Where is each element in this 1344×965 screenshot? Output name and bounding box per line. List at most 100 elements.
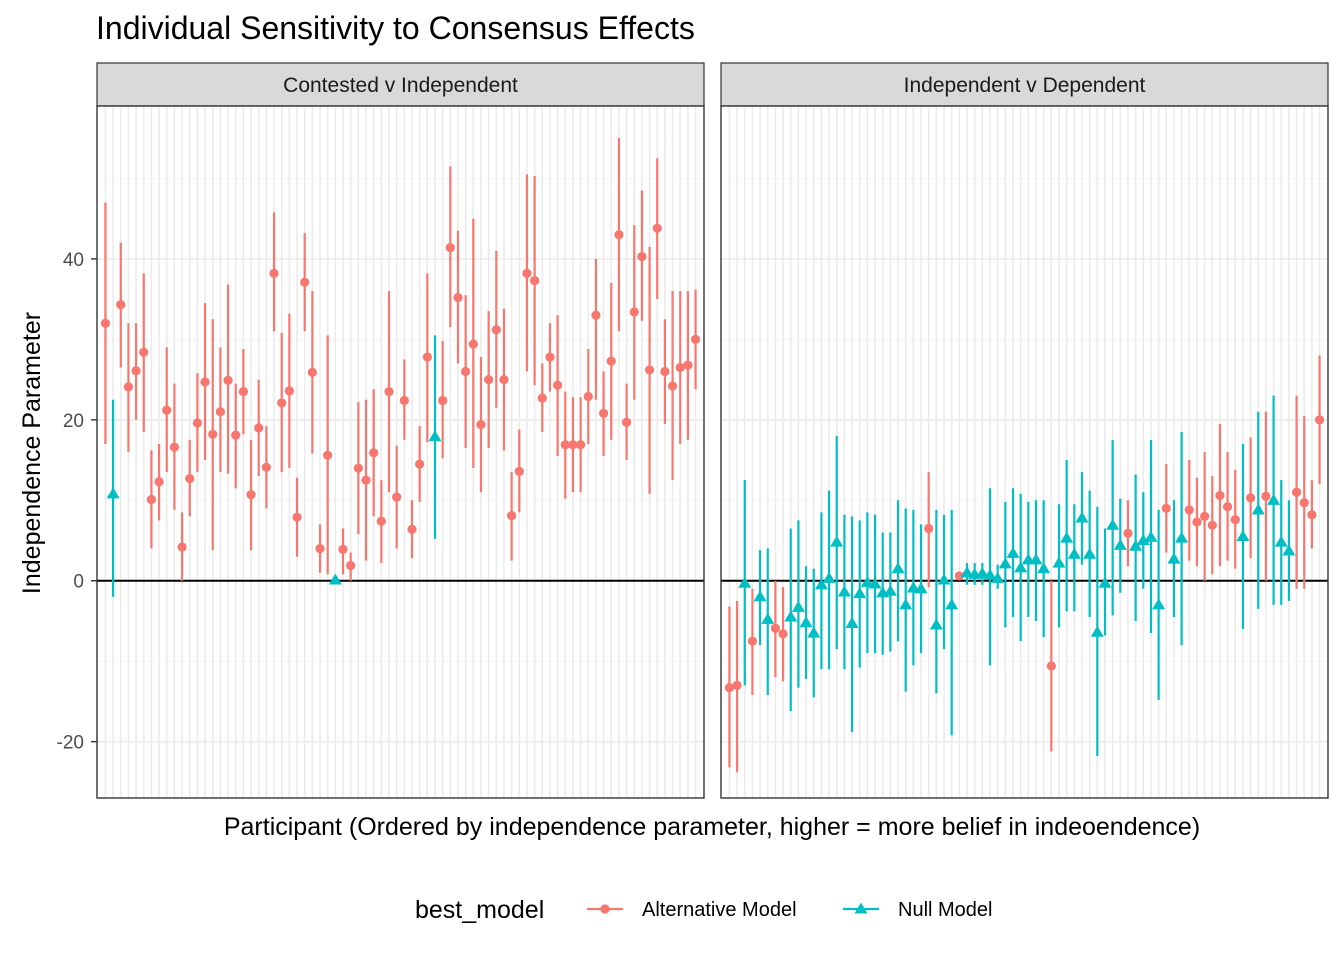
facet-panel-1 xyxy=(96,62,705,799)
data-point xyxy=(1207,520,1217,530)
data-point xyxy=(753,590,767,602)
data-point xyxy=(514,466,524,476)
data-point xyxy=(415,459,425,469)
data-point xyxy=(1314,415,1325,425)
data-point xyxy=(560,440,570,450)
data-point xyxy=(476,420,486,430)
data-point xyxy=(629,307,639,317)
data-point xyxy=(652,223,662,233)
y-tick-label: 0 xyxy=(73,572,84,593)
data-point xyxy=(1090,625,1104,637)
data-point xyxy=(807,626,821,638)
data-point xyxy=(154,477,164,487)
data-point xyxy=(1037,562,1051,574)
data-point xyxy=(606,356,616,366)
y-tick-label: 40 xyxy=(63,250,84,271)
data-point xyxy=(883,584,897,596)
data-point xyxy=(1167,552,1181,564)
panel-border xyxy=(96,105,705,799)
data-point xyxy=(1067,547,1081,559)
data-point xyxy=(499,374,509,385)
data-point xyxy=(860,575,874,587)
data-point xyxy=(484,374,494,385)
data-point xyxy=(328,573,342,585)
data-point xyxy=(428,430,442,442)
data-point xyxy=(254,423,264,433)
legend xyxy=(587,902,879,914)
data-point xyxy=(545,352,555,362)
data-point xyxy=(576,440,586,450)
data-point xyxy=(162,405,172,415)
data-point xyxy=(784,610,798,622)
data-point xyxy=(192,418,203,428)
data-point xyxy=(1144,530,1158,542)
data-point xyxy=(1136,534,1150,546)
data-point xyxy=(215,407,225,417)
data-point xyxy=(491,325,501,335)
data-point xyxy=(906,581,920,593)
panel-background xyxy=(721,106,1328,798)
data-point xyxy=(139,347,149,357)
data-point xyxy=(1014,561,1028,573)
data-point xyxy=(1267,493,1281,505)
legend-label-null: Null Model xyxy=(898,899,992,921)
data-point xyxy=(1274,535,1288,547)
data-point xyxy=(384,387,394,397)
data-point xyxy=(983,568,997,580)
data-point xyxy=(1215,490,1225,501)
data-point xyxy=(445,243,455,253)
data-point xyxy=(637,251,647,262)
legend-key-point-alternative xyxy=(600,904,610,914)
data-point xyxy=(830,535,844,547)
data-point xyxy=(116,300,126,310)
data-point xyxy=(522,268,532,278)
data-point xyxy=(1251,503,1265,515)
data-point xyxy=(269,268,279,278)
data-point xyxy=(598,408,609,418)
data-point xyxy=(1222,502,1233,512)
data-point xyxy=(868,577,882,589)
data-point xyxy=(507,510,517,521)
x-axis-title: Participant (Ordered by independence par… xyxy=(224,813,1200,841)
data-point xyxy=(770,623,781,633)
data-point xyxy=(106,487,120,499)
data-point xyxy=(1075,511,1089,523)
data-point xyxy=(1113,538,1127,550)
facet-strip-label-contested: Contested v Independent xyxy=(283,74,518,97)
data-point xyxy=(1236,529,1250,542)
data-point xyxy=(667,381,678,391)
data-point xyxy=(169,442,180,452)
data-point xyxy=(924,523,934,534)
data-point xyxy=(223,375,233,385)
data-point xyxy=(208,429,218,439)
data-point xyxy=(975,567,989,579)
data-point xyxy=(1230,514,1240,525)
data-point xyxy=(738,576,752,588)
y-tick-label: 20 xyxy=(63,411,84,432)
facet-panel-2 xyxy=(720,62,1329,799)
data-point xyxy=(292,512,302,522)
data-point xyxy=(1184,505,1194,515)
data-point xyxy=(791,600,805,612)
facet-strip xyxy=(720,62,1329,107)
data-point xyxy=(1106,518,1120,530)
data-point xyxy=(899,598,913,610)
data-point xyxy=(1006,546,1020,558)
data-point xyxy=(1129,539,1143,551)
data-point xyxy=(1060,531,1074,543)
data-point xyxy=(146,494,157,505)
data-point xyxy=(1192,517,1202,527)
data-point xyxy=(583,391,593,402)
data-point xyxy=(690,334,701,344)
data-point xyxy=(453,292,463,303)
data-point xyxy=(323,450,333,460)
data-point xyxy=(683,360,693,370)
panel-border xyxy=(720,105,1329,799)
legend-key-point-null xyxy=(854,902,868,914)
data-point xyxy=(1200,511,1210,521)
data-point xyxy=(246,490,256,500)
y-tick-label: -20 xyxy=(57,733,84,754)
data-point xyxy=(461,366,471,377)
chart-title: Individual Sensitivity to Consensus Effe… xyxy=(96,10,695,46)
plot-layer: -20 0 20 40 xyxy=(57,62,1329,914)
